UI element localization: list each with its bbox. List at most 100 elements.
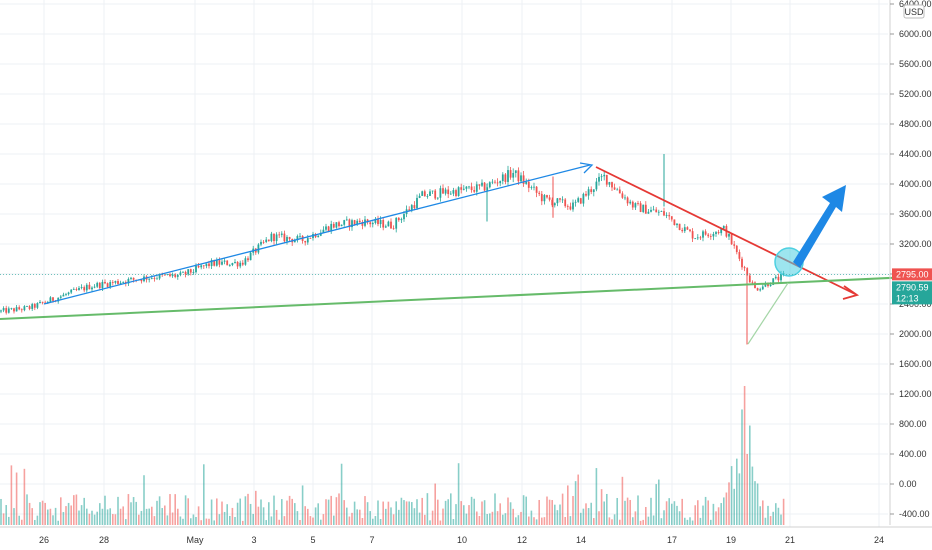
candle-body [192, 272, 195, 273]
candle-body [343, 220, 346, 225]
volume-bar [616, 497, 618, 525]
volume-bar [426, 493, 429, 525]
volume-bar [504, 513, 507, 525]
candle-body [353, 220, 356, 225]
volume-bar [712, 503, 715, 525]
price-badge-text: 2795.00 [896, 269, 929, 279]
volume-bar [457, 463, 460, 525]
volume-bar [234, 516, 236, 525]
volume-bar [148, 508, 150, 525]
volume-bar [535, 519, 538, 525]
candle-body [504, 174, 507, 182]
candle-body [119, 282, 122, 284]
candle-body [70, 289, 73, 293]
candle-body [278, 234, 281, 236]
volume-bar [153, 516, 156, 525]
candle-body [28, 306, 31, 309]
volume-bar [109, 508, 111, 525]
candle-body [683, 227, 686, 232]
volume-bar [96, 511, 98, 525]
volume-bar [548, 499, 551, 525]
volume-bar [728, 482, 730, 525]
time-axis[interactable]: 26 28 May 3 5 7 10 12 14 17 19 21 24 [0, 526, 932, 545]
candle-body [644, 204, 647, 214]
candle-body [777, 276, 780, 281]
candle-body [332, 223, 335, 228]
volume-bar [650, 497, 652, 525]
volume-bar [398, 509, 400, 525]
volume-bar [645, 506, 647, 525]
candle-body [369, 222, 372, 225]
y-tick-label: 6000.00 [899, 29, 932, 39]
volume-bar [247, 493, 249, 525]
candle-body [733, 244, 736, 246]
candle-body [618, 189, 621, 194]
candle-body [130, 277, 132, 279]
volume-bar [353, 501, 356, 525]
candle-body [247, 258, 249, 261]
volume-bar [343, 500, 345, 525]
y-tick-label: 4400.00 [899, 149, 932, 159]
volume-bar [320, 519, 322, 525]
candle-body [62, 294, 65, 297]
volume-bar [278, 519, 280, 525]
candle-body [774, 276, 777, 279]
candle-body [15, 307, 18, 312]
x-tick-label: 26 [39, 535, 49, 545]
volume-bar [772, 511, 774, 525]
candle-body [520, 175, 522, 182]
volume-bar [665, 501, 668, 525]
candle-body [340, 224, 343, 227]
candle-body [327, 226, 330, 232]
volume-bar [31, 508, 33, 525]
volume-bar [658, 479, 660, 525]
volume-bar [99, 503, 101, 525]
price-badge [892, 281, 932, 294]
candle-body [20, 309, 23, 311]
volume-bar [304, 506, 306, 525]
volume-bar [192, 514, 195, 525]
volume-bar [733, 488, 735, 525]
volume-bar [486, 514, 488, 525]
candle-body [650, 209, 652, 212]
volume-bar [413, 508, 416, 525]
y-tick-label: 5600.00 [899, 59, 932, 69]
volume-bar [502, 514, 504, 525]
candle-body [176, 275, 179, 277]
volume-bar [749, 425, 751, 525]
volume-bar [145, 508, 148, 525]
volume-bar [434, 483, 436, 525]
candle-body [743, 267, 746, 269]
volume-bar [390, 507, 392, 525]
volume-bar [364, 496, 366, 525]
volume-bar [626, 497, 629, 525]
volume-bar [564, 516, 566, 525]
volume-bar [28, 502, 31, 525]
candle-body [616, 189, 619, 191]
price-axis[interactable]: 6400.006000.005600.005200.004800.004400.… [889, 0, 932, 525]
volume-bar [546, 496, 548, 525]
volume-bar [268, 502, 270, 525]
candle-body [759, 289, 762, 291]
candle-body [631, 201, 634, 208]
volume-bar [691, 520, 694, 525]
candle-body [689, 229, 691, 232]
volume-bar [600, 489, 603, 525]
volume-bar [678, 511, 681, 525]
candle-body [429, 191, 431, 196]
volume-bar [182, 518, 184, 525]
candle-body [717, 232, 720, 234]
candle-body [540, 193, 543, 202]
price-badge [892, 292, 932, 305]
candle-body [525, 181, 528, 184]
volume-bar [348, 516, 351, 525]
candle-body [187, 269, 190, 275]
volume-bar [541, 517, 543, 525]
volume-bar [374, 516, 377, 525]
candle-body [241, 262, 244, 265]
candle-body [517, 170, 520, 182]
candle-body [330, 223, 333, 232]
candle-body [507, 170, 509, 182]
